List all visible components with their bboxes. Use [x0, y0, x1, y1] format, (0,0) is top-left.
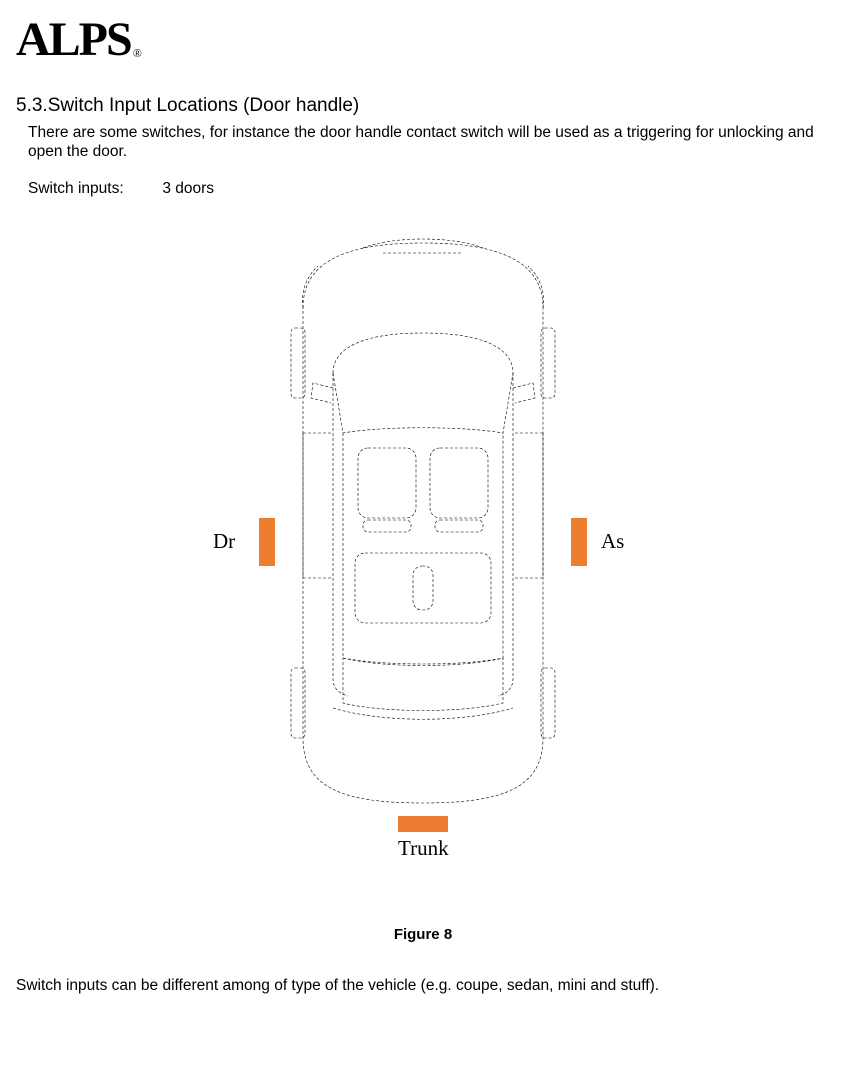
- brand-logo: ALPS ®: [16, 12, 830, 67]
- switch-inputs-line: Switch inputs: 3 doors: [28, 180, 830, 198]
- inputs-label: Switch inputs:: [28, 180, 158, 198]
- registered-mark: ®: [133, 46, 140, 61]
- car-diagram: Dr As Trunk: [183, 238, 663, 878]
- figure-caption: Figure 8: [16, 926, 830, 943]
- label-trunk: Trunk: [398, 836, 449, 861]
- label-assistant: As: [601, 529, 624, 554]
- marker-trunk: [398, 816, 448, 832]
- inputs-value: 3 doors: [162, 180, 214, 197]
- footer-note: Switch inputs can be different among of …: [16, 977, 830, 995]
- section-title: 5.3.Switch Input Locations (Door handle): [16, 95, 830, 117]
- brand-name: ALPS: [16, 12, 131, 67]
- section-intro: There are some switches, for instance th…: [28, 123, 830, 162]
- section-number: 5.3.: [16, 95, 48, 116]
- diagram-container: Dr As Trunk: [16, 238, 830, 878]
- car-outline: [263, 238, 583, 813]
- marker-assistant: [571, 518, 587, 566]
- marker-driver: [259, 518, 275, 566]
- section-heading: Switch Input Locations (Door handle): [48, 95, 360, 116]
- label-driver: Dr: [213, 529, 235, 554]
